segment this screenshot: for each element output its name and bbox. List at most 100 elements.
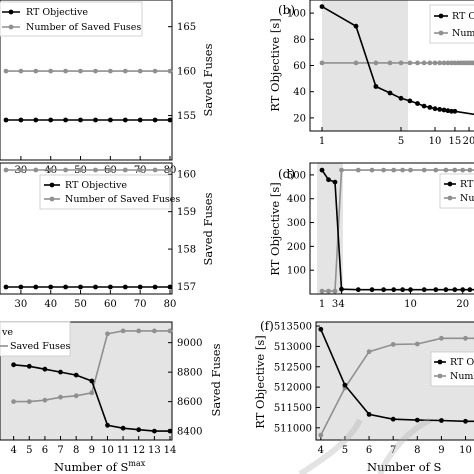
panel-c-fuses-point xyxy=(122,167,128,173)
panel-b-fuses-point xyxy=(427,60,433,66)
panel-e-fuses-point xyxy=(89,390,95,396)
panel-d-rt-point xyxy=(467,287,473,293)
panel-d-rt-point xyxy=(433,287,439,293)
panel-c-marks xyxy=(3,167,173,290)
panel-f-frame xyxy=(315,321,474,441)
panel-d-fuses-point xyxy=(452,167,458,173)
panel-e-rt-point xyxy=(11,362,16,368)
panel-a-rt-point xyxy=(122,117,128,123)
panel-c-xtick-label: 50 xyxy=(74,299,87,310)
panel-f-legend: RT Ob Numb xyxy=(430,351,474,387)
panel-c-rt-point xyxy=(3,284,9,290)
panel-d-xtick-label: 1 xyxy=(319,299,325,310)
panel-b-ytick-label: 20 xyxy=(293,113,306,124)
panel-a-rt-point xyxy=(3,117,9,123)
panel-b-rt-point xyxy=(441,107,447,113)
panel-e-rt-point xyxy=(73,372,79,378)
panel-c-xtick-label: 70 xyxy=(134,299,147,310)
panel-f-fuses-line xyxy=(320,337,474,436)
panel-c-legend-rt: RT Objective xyxy=(65,180,127,191)
panel-e-legend-fuses: Saved Fuses xyxy=(10,341,70,352)
panel-c-fuses-point xyxy=(18,167,24,173)
panel-c-rt-point xyxy=(93,284,98,290)
panel-d-legend: RT Num xyxy=(439,173,474,209)
panel-a: 304050607080155160165 Saved Fuses RT Obj… xyxy=(0,0,215,176)
watermark xyxy=(298,417,432,474)
panel-f-label: (f) xyxy=(260,319,274,333)
panel-c-xtick-label: 40 xyxy=(44,299,57,310)
panel-a-rt-point xyxy=(48,117,54,123)
panel-f-axes: 4 5 6 7 8 9 10 511000 511500 512000 512500 513000 51… xyxy=(274,322,472,456)
panel-b-legend-rt: RT Ob xyxy=(452,11,474,22)
panel-b-rt-point xyxy=(373,84,379,89)
panel-d-fuses-point xyxy=(421,167,427,173)
panel-b-legend: RT Ob Num xyxy=(429,4,474,44)
panel-e-xtick-label: 12 xyxy=(132,445,145,456)
panel-b-rt-point xyxy=(421,103,427,109)
panel-f-rt-point xyxy=(318,326,324,332)
panel-b-rt-point xyxy=(427,105,433,110)
panel-c-fuses-point xyxy=(63,167,68,173)
panel-b-ytick-label: 60 xyxy=(293,61,306,72)
panel-b-rt-point xyxy=(445,108,451,114)
panel-a-rt-point xyxy=(108,117,113,123)
panel-b-ytick-label: 100 xyxy=(287,9,306,20)
panel-e-marks xyxy=(11,328,173,434)
panel-a-fuses-point xyxy=(137,68,143,74)
panel-f-ytick-label: 512500 xyxy=(274,362,312,373)
panel-d-rt-point xyxy=(443,287,449,293)
panel-b-rt-point xyxy=(432,106,438,112)
panel-e-fuses-point xyxy=(11,399,16,404)
panel-d-rt-point xyxy=(400,287,405,293)
panel-f-xtick-label: 7 xyxy=(390,445,396,456)
panel-c-fuses-point xyxy=(137,167,143,173)
panel-b-fuses-point xyxy=(445,60,451,66)
panel-b-fuses-point xyxy=(437,60,443,66)
panel-a-rt-point xyxy=(93,117,98,123)
panel-e-rt-point xyxy=(89,378,95,384)
panel-c-ytick-label: 158 xyxy=(177,245,196,256)
panel-d-rt-point xyxy=(391,287,397,293)
panel-d-frame xyxy=(309,162,474,295)
panel-d-rt-point xyxy=(326,177,331,183)
panel-b-fuses-point xyxy=(441,60,447,66)
panel-b-fuses-point xyxy=(432,60,438,66)
panel-d-fuses-point xyxy=(355,167,361,173)
panel-d-rt-point xyxy=(332,179,338,185)
panel-f-xtick-label: 5 xyxy=(342,445,348,456)
panel-e-xtick-label: 7 xyxy=(57,445,63,456)
panel-f-fuses-point xyxy=(439,335,444,341)
panel-a-rt-point xyxy=(152,117,158,123)
panel-c-xtick-label: 60 xyxy=(104,299,117,310)
panel-e-fuses-point xyxy=(73,393,79,399)
panel-e-frame xyxy=(0,321,173,441)
panel-d-fuses-point xyxy=(381,167,386,173)
panel-b-fuses-point xyxy=(449,60,454,66)
panel-c-y2-label: Saved Fuses xyxy=(201,192,215,265)
panel-b-fuses-point xyxy=(319,60,325,66)
panel-a-legend-rt: RT Objective xyxy=(26,7,88,18)
panel-f-xtick-label: 9 xyxy=(438,445,444,456)
panel-d-rt-point xyxy=(355,287,361,293)
panel-e-xtick-label: 5 xyxy=(26,445,32,456)
panel-d: (d) 1 3 4 10 20 100 200 300 400 500 RT Objective … xyxy=(268,162,474,310)
panel-f-xtick-label: 6 xyxy=(366,445,372,456)
panel-e-rt-point xyxy=(167,428,173,434)
panel-e-x-label: Number of Smax xyxy=(54,459,146,474)
panel-d-rt-point xyxy=(381,287,386,293)
panel-e-ytick-label: 8400 xyxy=(177,427,202,438)
panel-b-fuses-point xyxy=(387,60,393,66)
panel-e-ytick-label: 8800 xyxy=(177,368,202,379)
panel-a-y2-label: Saved Fuses xyxy=(201,43,215,116)
panel-a-rt-point xyxy=(137,117,143,123)
panel-d-rt-point xyxy=(460,287,466,293)
panel-e-fuses-point xyxy=(136,328,142,334)
panel-e-fuses-point xyxy=(26,399,32,404)
panel-c-rt-point xyxy=(108,284,113,290)
panel-d-fuses-point xyxy=(433,167,439,173)
panel-b-rt-point xyxy=(449,108,454,114)
